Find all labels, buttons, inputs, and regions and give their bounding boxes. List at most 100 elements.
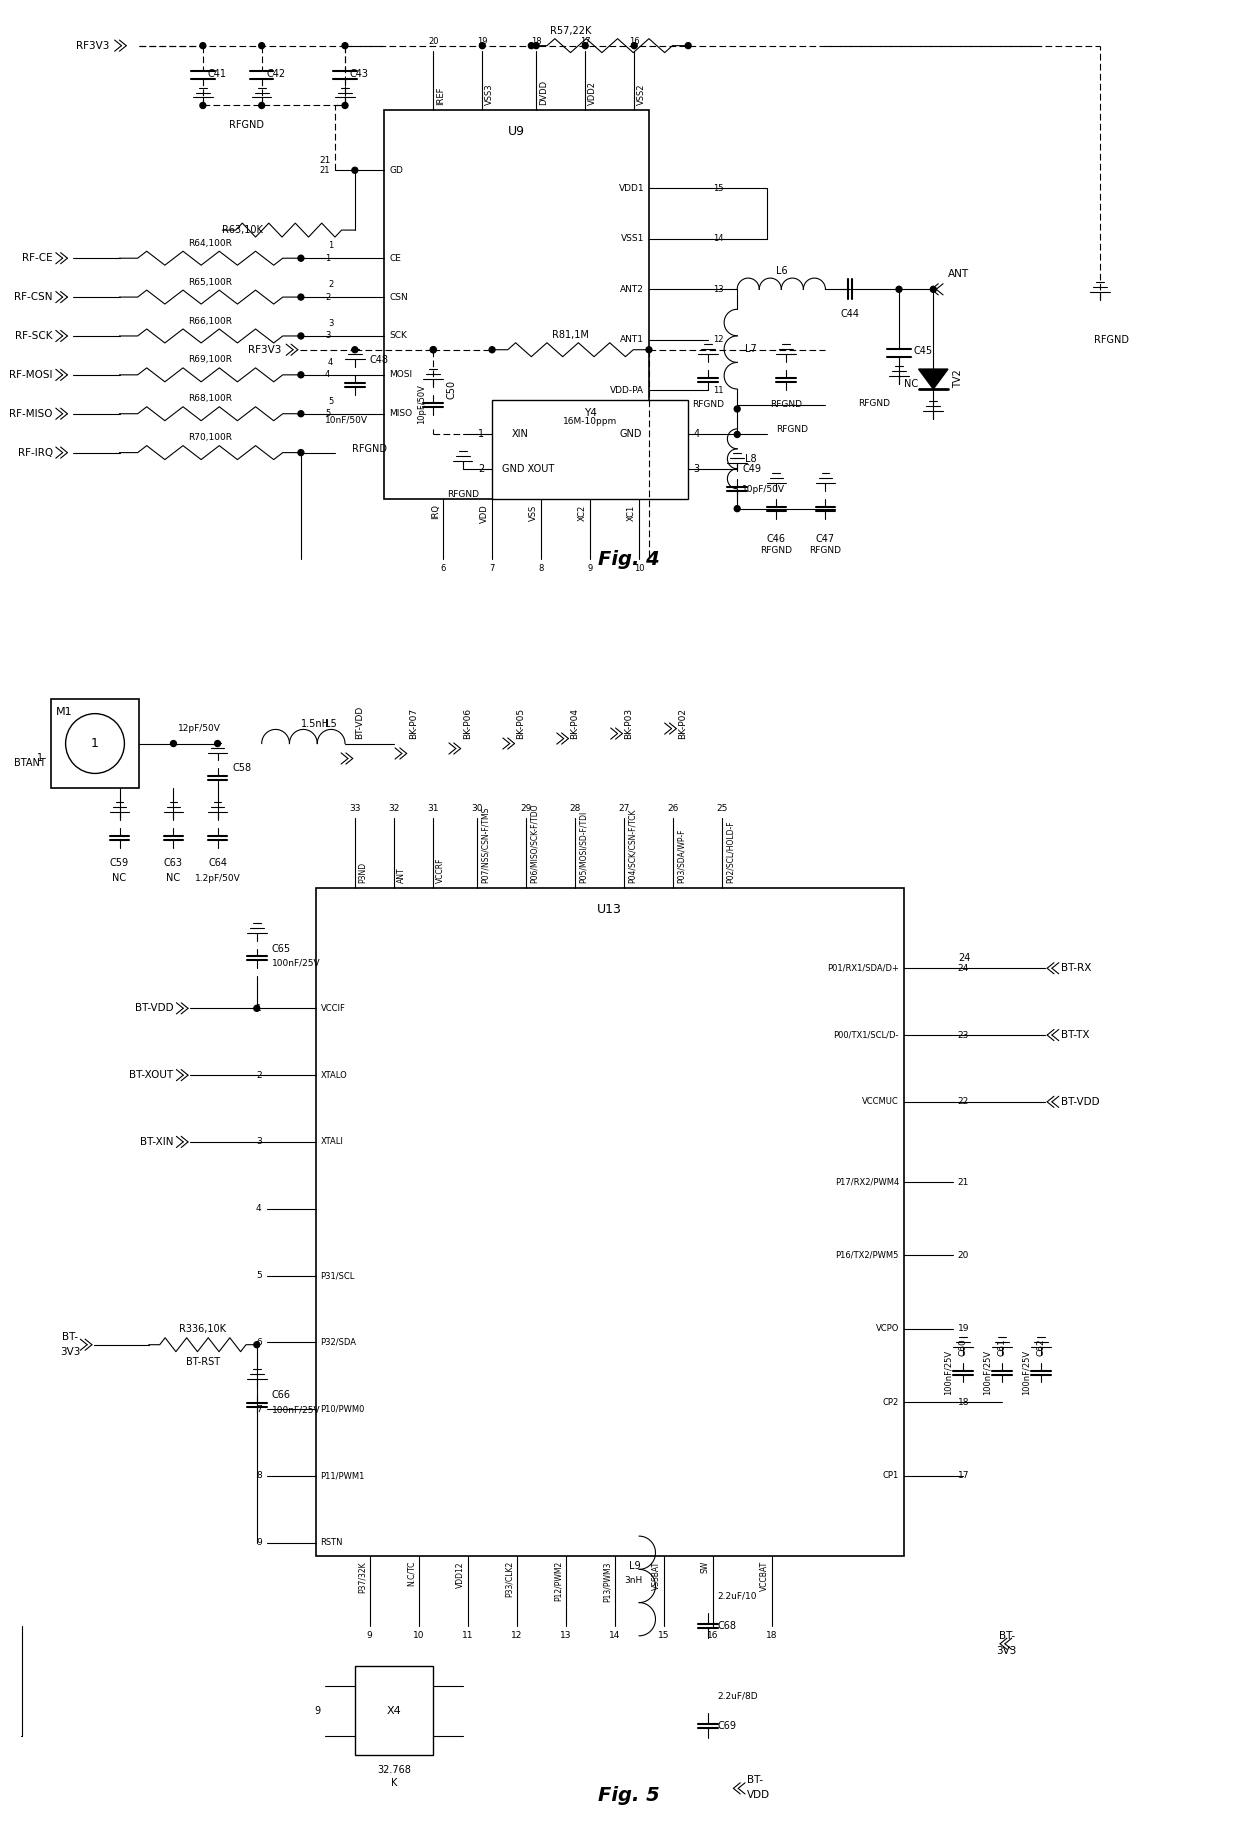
Text: BT-VDD: BT-VDD (1060, 1097, 1100, 1106)
Text: RFGND: RFGND (770, 401, 802, 410)
Text: BT-: BT- (746, 1776, 763, 1785)
Text: NC: NC (904, 379, 918, 390)
Text: 21: 21 (320, 165, 330, 175)
Text: C49: C49 (742, 465, 761, 474)
Text: 9: 9 (315, 1706, 320, 1715)
Text: RSTN: RSTN (320, 1538, 343, 1548)
Circle shape (298, 333, 304, 338)
Text: 10nF/50V: 10nF/50V (325, 415, 368, 425)
Text: C60: C60 (959, 1338, 967, 1356)
Text: VDD: VDD (746, 1790, 770, 1801)
Text: U9: U9 (508, 125, 525, 138)
Text: ANT: ANT (949, 270, 970, 279)
Text: 5: 5 (329, 397, 334, 406)
Text: 9: 9 (367, 1630, 372, 1639)
Text: 30: 30 (471, 805, 484, 814)
Text: MISO: MISO (389, 410, 412, 419)
Text: L5: L5 (325, 719, 337, 728)
Text: 14: 14 (609, 1630, 620, 1639)
Polygon shape (919, 369, 949, 390)
Text: N.C/TC: N.C/TC (407, 1560, 415, 1586)
Text: RFGND: RFGND (810, 546, 842, 555)
Text: BT-TX: BT-TX (1060, 1029, 1089, 1040)
Text: VDD2: VDD2 (588, 81, 598, 105)
Text: R336,10K: R336,10K (180, 1323, 227, 1334)
Text: BK-P07: BK-P07 (409, 708, 418, 739)
Text: P12/PWM2: P12/PWM2 (554, 1560, 563, 1601)
Text: 1: 1 (37, 754, 43, 763)
Text: XTALO: XTALO (320, 1070, 347, 1079)
Text: Y4: Y4 (584, 408, 596, 417)
Text: 32.768: 32.768 (377, 1766, 410, 1776)
Text: 19: 19 (957, 1325, 970, 1333)
Text: 16: 16 (707, 1630, 718, 1639)
Text: C61: C61 (997, 1338, 1007, 1356)
Text: C62: C62 (1037, 1338, 1045, 1356)
Text: 33: 33 (350, 805, 361, 814)
Bar (51, 698, 139, 789)
Text: 3nH: 3nH (625, 1577, 642, 1586)
Text: P31/SCL: P31/SCL (320, 1272, 355, 1279)
Text: L6: L6 (775, 267, 787, 276)
Text: L8: L8 (745, 454, 756, 463)
Text: 28: 28 (569, 805, 582, 814)
Text: 100nF/25V: 100nF/25V (272, 1404, 320, 1413)
Text: GND XOUT: GND XOUT (502, 465, 554, 474)
Text: 24: 24 (957, 954, 970, 963)
Text: C45: C45 (914, 346, 932, 357)
Text: 9: 9 (588, 564, 593, 573)
Text: RF-MISO: RF-MISO (10, 408, 53, 419)
Text: 15: 15 (658, 1630, 670, 1639)
Circle shape (430, 347, 436, 353)
Bar (316, 888, 904, 1557)
Circle shape (631, 42, 637, 48)
Text: 5: 5 (325, 410, 330, 419)
Text: 12: 12 (713, 335, 723, 344)
Text: BT-XIN: BT-XIN (140, 1138, 174, 1147)
Circle shape (259, 42, 264, 48)
Text: ANT: ANT (397, 868, 405, 882)
Text: 23: 23 (957, 1031, 970, 1040)
Text: L9: L9 (630, 1560, 641, 1571)
Text: R63,10K: R63,10K (222, 224, 263, 235)
Text: 4: 4 (325, 369, 330, 379)
Text: 11: 11 (461, 1630, 474, 1639)
Text: CP2: CP2 (883, 1399, 899, 1406)
Circle shape (215, 741, 221, 746)
Text: 7: 7 (255, 1404, 262, 1413)
Circle shape (298, 255, 304, 261)
Text: C44: C44 (841, 309, 859, 320)
Text: 4: 4 (257, 1204, 262, 1213)
Text: BK-P05: BK-P05 (517, 708, 526, 739)
Text: 12pF/50V: 12pF/50V (179, 724, 221, 733)
Text: VCCBAT: VCCBAT (760, 1560, 769, 1592)
Text: 18: 18 (766, 1630, 777, 1639)
Text: R70,100R: R70,100R (188, 434, 232, 443)
Circle shape (686, 42, 691, 48)
Text: RFGND: RFGND (352, 445, 387, 454)
Text: C43: C43 (350, 68, 370, 79)
Text: ANT2: ANT2 (620, 285, 644, 294)
Text: P01/RX1/SDA/D+: P01/RX1/SDA/D+ (827, 963, 899, 972)
Text: P37/32K: P37/32K (357, 1560, 367, 1594)
Text: BK-P03: BK-P03 (625, 708, 634, 739)
Text: 12: 12 (511, 1630, 522, 1639)
Text: 3V3: 3V3 (61, 1347, 81, 1356)
Text: RF-CE: RF-CE (22, 254, 53, 263)
Circle shape (298, 410, 304, 417)
Text: 1: 1 (329, 241, 334, 250)
Text: BT-XOUT: BT-XOUT (129, 1070, 174, 1081)
Text: RF-SCK: RF-SCK (15, 331, 53, 342)
Text: VSSBAT: VSSBAT (652, 1560, 661, 1590)
Text: XC2: XC2 (578, 504, 588, 520)
Circle shape (259, 103, 264, 108)
Text: R68,100R: R68,100R (188, 395, 232, 403)
Text: P17/RX2/PWM4: P17/RX2/PWM4 (835, 1178, 899, 1187)
Circle shape (930, 287, 936, 292)
Text: VDD12: VDD12 (455, 1560, 465, 1588)
Text: 3: 3 (693, 465, 699, 474)
Text: P10/PWM0: P10/PWM0 (320, 1404, 365, 1413)
Text: RFGND: RFGND (446, 489, 479, 498)
Text: 2: 2 (329, 279, 334, 289)
Text: 25: 25 (717, 805, 728, 814)
